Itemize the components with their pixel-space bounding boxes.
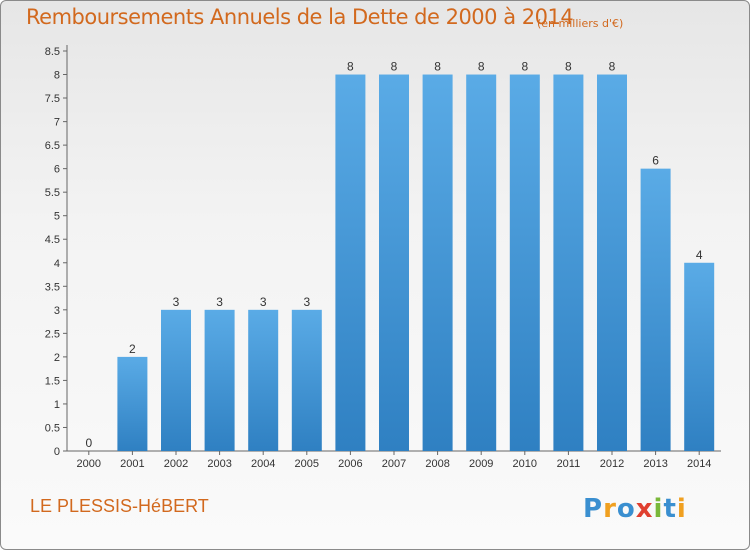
y-tick-label: 7.5 bbox=[45, 93, 60, 105]
proxiti-logo[interactable]: Proxiti bbox=[583, 489, 693, 525]
bar-value-label: 0 bbox=[85, 436, 92, 450]
y-tick-label: 8 bbox=[54, 70, 60, 82]
x-tick-label: 2012 bbox=[600, 458, 624, 470]
x-tick-label: 2005 bbox=[295, 458, 319, 470]
bar bbox=[684, 262, 715, 451]
y-tick-label: 7 bbox=[54, 117, 60, 129]
x-tick-label: 2003 bbox=[207, 458, 231, 470]
bar bbox=[161, 309, 191, 451]
x-tick-label: 2006 bbox=[338, 458, 362, 470]
bar bbox=[335, 74, 366, 451]
x-tick-label: 2001 bbox=[120, 458, 144, 470]
x-tick-label: 2008 bbox=[425, 458, 449, 470]
y-tick-label: 0 bbox=[54, 446, 60, 458]
x-tick-label: 2000 bbox=[77, 458, 101, 470]
y-tick-label: 1 bbox=[54, 399, 60, 411]
bar bbox=[640, 168, 671, 451]
x-tick-label: 2010 bbox=[513, 458, 537, 470]
bar bbox=[422, 74, 453, 451]
y-tick-label: 2.5 bbox=[45, 328, 60, 340]
bar-value-label: 3 bbox=[260, 295, 267, 309]
y-tick-label: 6 bbox=[54, 164, 60, 176]
bar-value-label: 8 bbox=[434, 60, 441, 74]
x-tick-label: 2007 bbox=[382, 458, 406, 470]
x-tick-label: 2002 bbox=[164, 458, 188, 470]
bar bbox=[466, 74, 497, 451]
bar-value-label: 4 bbox=[696, 248, 703, 262]
bar-value-label: 8 bbox=[347, 60, 354, 74]
bar-value-label: 2 bbox=[129, 342, 136, 356]
bar-value-label: 3 bbox=[216, 295, 223, 309]
bar-value-label: 8 bbox=[391, 60, 398, 74]
bar-value-label: 3 bbox=[303, 295, 310, 309]
bar-value-label: 8 bbox=[565, 60, 572, 74]
bar-value-label: 8 bbox=[609, 60, 616, 74]
svg-text:Proxiti: Proxiti bbox=[583, 494, 687, 524]
y-tick-label: 6.5 bbox=[45, 140, 60, 152]
commune-name: LE PLESSIS-HéBERT bbox=[30, 496, 209, 516]
bar bbox=[509, 74, 540, 451]
y-tick-label: 4.5 bbox=[45, 234, 60, 246]
bar bbox=[248, 309, 279, 451]
y-tick-label: 4 bbox=[54, 258, 60, 270]
x-tick-label: 2014 bbox=[687, 458, 711, 470]
y-tick-label: 2 bbox=[54, 352, 60, 364]
bar bbox=[553, 74, 584, 451]
y-tick-label: 0.5 bbox=[45, 422, 60, 434]
x-tick-label: 2004 bbox=[251, 458, 275, 470]
y-tick-label: 1.5 bbox=[45, 375, 60, 387]
bar bbox=[117, 356, 148, 451]
bar-value-label: 8 bbox=[521, 60, 528, 74]
chart-unit: (en milliers d'€) bbox=[537, 17, 624, 30]
bar-value-label: 8 bbox=[478, 60, 485, 74]
bar bbox=[204, 309, 235, 451]
x-tick-label: 2013 bbox=[643, 458, 667, 470]
bar-value-label: 6 bbox=[652, 154, 659, 168]
y-tick-label: 8.5 bbox=[45, 46, 60, 58]
x-tick-label: 2009 bbox=[469, 458, 493, 470]
chart-title: Remboursements Annuels de la Dette de 20… bbox=[26, 5, 574, 29]
bar bbox=[597, 74, 627, 451]
x-tick-label: 2011 bbox=[557, 458, 581, 470]
y-tick-label: 3 bbox=[54, 305, 60, 317]
bar bbox=[291, 309, 322, 451]
y-tick-label: 3.5 bbox=[45, 281, 60, 293]
bar bbox=[379, 74, 409, 451]
y-tick-label: 5 bbox=[54, 211, 60, 223]
y-tick-label: 5.5 bbox=[45, 187, 60, 199]
bar-value-label: 3 bbox=[173, 295, 180, 309]
